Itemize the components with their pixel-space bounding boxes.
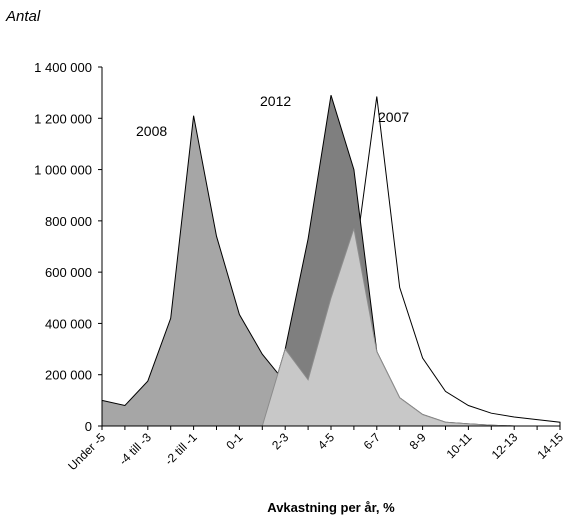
x-tick-label: 14-15 bbox=[535, 430, 563, 462]
x-tick-label: 2-3 bbox=[269, 430, 291, 452]
series-label-2008: 2008 bbox=[136, 123, 167, 139]
y-tick-label: 1 400 000 bbox=[34, 60, 92, 75]
x-tick-label: 10-11 bbox=[444, 430, 475, 461]
y-tick-label: 1 200 000 bbox=[34, 111, 92, 126]
x-tick-label: Under -5 bbox=[65, 430, 108, 473]
y-tick-label: 1 000 000 bbox=[34, 163, 92, 178]
y-tick-label: 800 000 bbox=[45, 214, 92, 229]
y-tick-label: 600 000 bbox=[45, 265, 92, 280]
x-tick-label: -2 till -1 bbox=[162, 430, 200, 468]
x-axis-label: Avkastning per år, % bbox=[267, 500, 395, 515]
y-tick-label: 0 bbox=[85, 419, 92, 434]
y-tick-labels: 0 200 000 400 000 600 000 800 000 1 000 000 1 … bbox=[34, 60, 92, 434]
x-tick-label: 0-1 bbox=[223, 430, 245, 452]
x-tick-labels: Under -5 -4 till -3 -2 till -1 0-1 2-3 4-5 6-7… bbox=[65, 430, 563, 473]
x-tick-label: 12-13 bbox=[489, 430, 521, 462]
chart-areas bbox=[101, 95, 561, 427]
chart-axes bbox=[98, 66, 561, 430]
x-tick-label: 6-7 bbox=[361, 430, 383, 452]
series-label-2012: 2012 bbox=[260, 93, 291, 109]
x-tick-label: -4 till -3 bbox=[116, 430, 154, 468]
x-tick-label: 4-5 bbox=[315, 430, 337, 452]
x-tick-label: 8-9 bbox=[407, 430, 429, 452]
series-label-2007: 2007 bbox=[378, 109, 409, 125]
y-tick-label: 400 000 bbox=[45, 316, 92, 331]
y-tick-label: 200 000 bbox=[45, 368, 92, 383]
y-unit-label: Antal bbox=[6, 8, 41, 25]
